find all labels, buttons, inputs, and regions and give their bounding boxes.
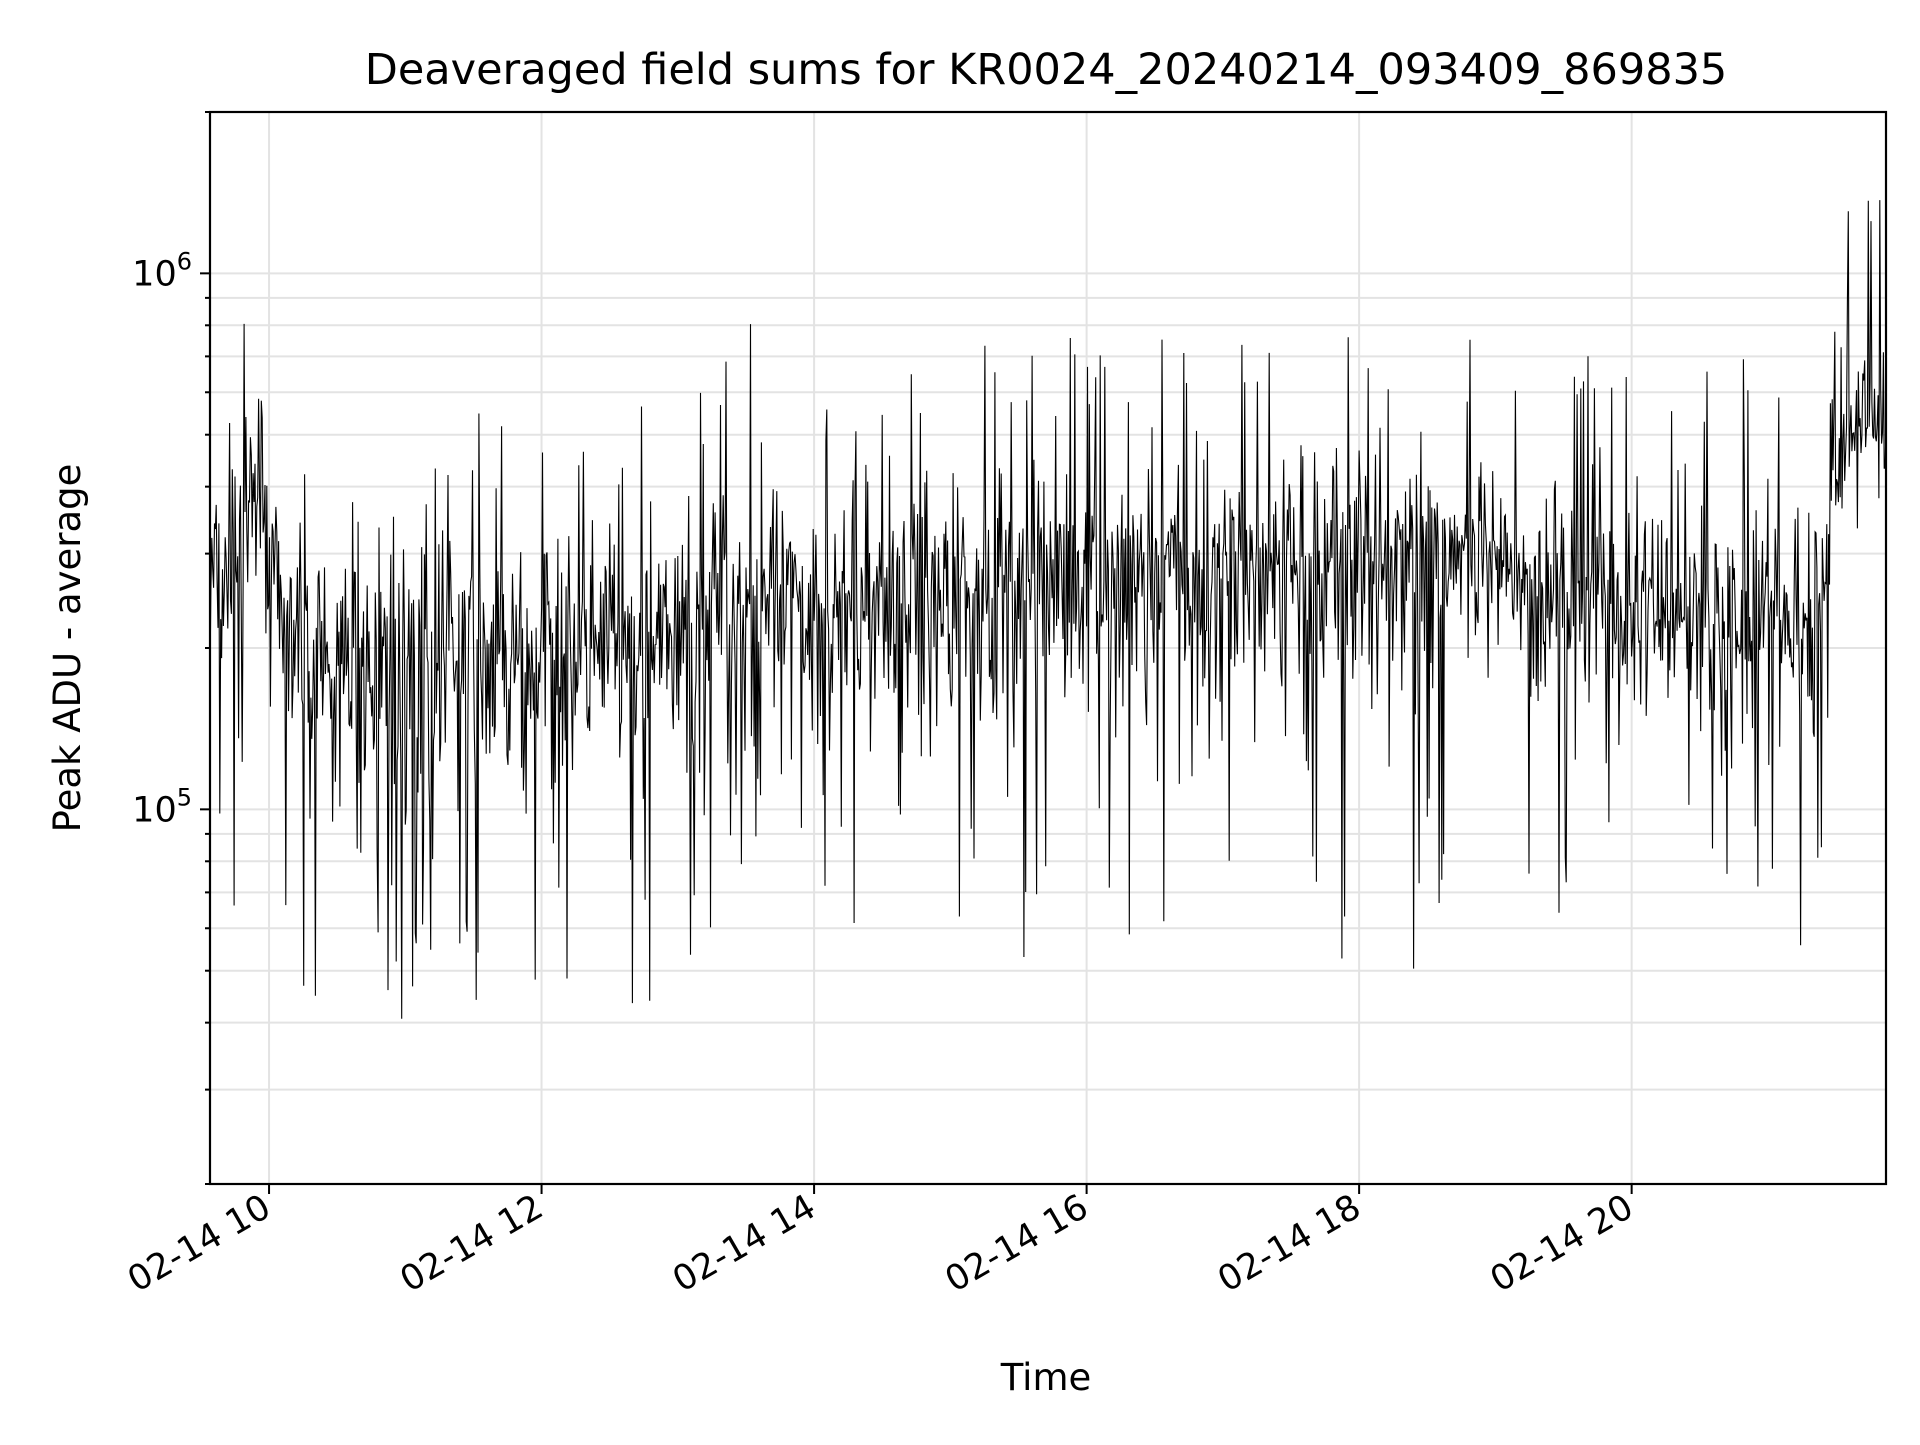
series-line [210, 200, 1886, 1019]
y-tick-exponent: 6 [177, 247, 192, 275]
chart-title: Deaveraged field sums for KR0024_2024021… [365, 45, 1728, 95]
y-tick-label: 106 [132, 247, 192, 294]
series-trace [210, 200, 1886, 1019]
y-axis-label: Peak ADU - average [46, 464, 89, 833]
y-tick-exponent: 5 [177, 783, 192, 811]
y-tick-base: 10 [132, 254, 177, 294]
y-tick-label: 105 [132, 783, 192, 830]
x-axis-label: Time [1000, 1356, 1092, 1399]
y-tick-base: 10 [132, 790, 177, 830]
